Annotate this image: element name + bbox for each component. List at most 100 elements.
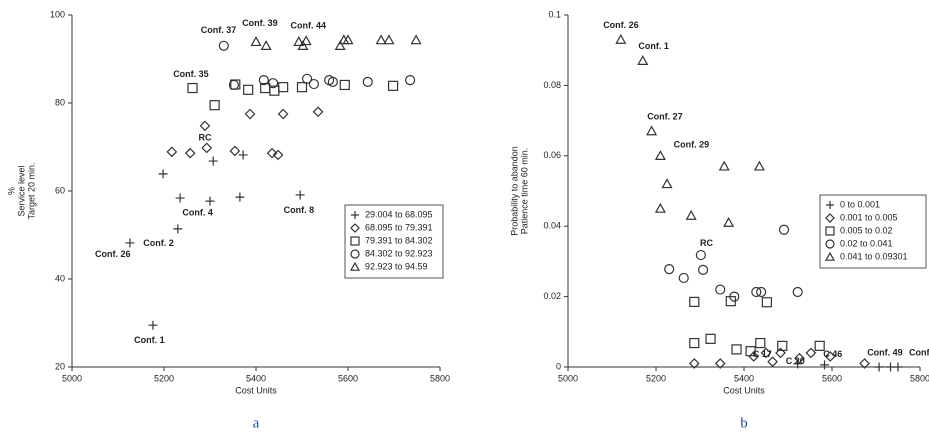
point bbox=[125, 238, 135, 248]
legend-marker bbox=[824, 251, 836, 261]
point bbox=[205, 196, 215, 206]
y-tick-label: 0 bbox=[556, 361, 561, 371]
annotation: Conf. 49 bbox=[867, 347, 903, 357]
y-tick-label: 0.02 bbox=[543, 291, 561, 301]
point bbox=[158, 169, 168, 179]
legend-label: 29.004 to 68.095 bbox=[365, 209, 433, 219]
point bbox=[775, 347, 786, 359]
point bbox=[244, 108, 256, 120]
point bbox=[745, 346, 756, 357]
point bbox=[228, 79, 240, 91]
legend-marker bbox=[350, 223, 360, 233]
point bbox=[777, 340, 788, 351]
legend-marker bbox=[825, 239, 835, 249]
legend-box bbox=[344, 204, 444, 279]
point bbox=[342, 34, 354, 45]
x-tick-label: 5400 bbox=[734, 373, 754, 383]
legend-label: 0.041 to 0.09301 bbox=[840, 251, 908, 261]
annotation: Conf. 26 bbox=[95, 249, 131, 259]
x-tick-label: 5800 bbox=[910, 373, 929, 383]
point bbox=[334, 40, 346, 50]
legend-marker bbox=[349, 261, 361, 271]
point bbox=[697, 264, 709, 275]
point bbox=[218, 40, 229, 51]
point bbox=[327, 76, 338, 87]
point bbox=[296, 82, 308, 93]
point bbox=[654, 202, 666, 213]
point bbox=[250, 36, 262, 47]
annotation: Conf. 26 bbox=[603, 20, 639, 30]
legend-marker bbox=[350, 236, 360, 246]
annotation: Conf. 37 bbox=[201, 25, 237, 35]
y-axis-label-line: Service level bbox=[16, 165, 26, 216]
legend-label: 68.095 to 79.391 bbox=[365, 222, 433, 232]
point bbox=[689, 296, 700, 307]
point bbox=[751, 286, 762, 298]
point bbox=[277, 108, 289, 120]
point bbox=[778, 224, 790, 235]
point bbox=[695, 249, 706, 261]
annotation: C 17 bbox=[753, 349, 772, 359]
point bbox=[173, 224, 183, 234]
annotation: C 46 bbox=[823, 349, 842, 359]
y-tick-label: 0.1 bbox=[548, 9, 561, 19]
point bbox=[761, 297, 772, 308]
point bbox=[308, 78, 320, 90]
x-tick-label: 5400 bbox=[246, 373, 266, 383]
x-tick-label: 5000 bbox=[558, 373, 578, 383]
point bbox=[148, 320, 158, 330]
point bbox=[685, 209, 697, 220]
annotation: RC bbox=[199, 133, 212, 143]
legend-label: 0.005 to 0.02 bbox=[840, 225, 893, 235]
point bbox=[410, 34, 422, 45]
point bbox=[383, 34, 395, 45]
legend-marker bbox=[351, 211, 359, 219]
y-axis-label-line: Probability to abandon bbox=[509, 146, 519, 236]
annotation: Conf. 1 bbox=[638, 41, 669, 51]
y-tick-label: 0.08 bbox=[543, 80, 561, 90]
point bbox=[715, 284, 726, 295]
x-tick-label: 5800 bbox=[430, 373, 450, 383]
annotation: C 20 bbox=[786, 356, 805, 366]
point bbox=[678, 272, 689, 284]
point bbox=[209, 100, 220, 111]
x-tick-label: 5200 bbox=[154, 373, 174, 383]
y-tick-label: 100 bbox=[50, 9, 65, 19]
x-axis-label: Cost Units bbox=[723, 385, 765, 395]
y-axis-label-line: % bbox=[6, 187, 16, 195]
point bbox=[723, 216, 735, 227]
annotation: Conf. 44 bbox=[291, 20, 327, 30]
point bbox=[375, 34, 387, 45]
point bbox=[301, 73, 313, 84]
point bbox=[661, 178, 673, 189]
legend-box bbox=[819, 194, 927, 269]
point bbox=[748, 351, 760, 362]
point bbox=[805, 347, 817, 359]
y-tick-label: 40 bbox=[55, 273, 65, 283]
y-tick-label: 0.04 bbox=[543, 221, 561, 231]
point bbox=[859, 358, 870, 369]
point bbox=[615, 33, 627, 44]
point bbox=[874, 362, 884, 372]
point bbox=[792, 286, 803, 298]
point bbox=[199, 120, 211, 132]
y-tick-label: 60 bbox=[55, 185, 65, 195]
y-axis-label-line: Patience time 60 min. bbox=[519, 148, 529, 235]
point bbox=[258, 75, 269, 86]
point bbox=[654, 150, 666, 160]
point bbox=[300, 35, 312, 46]
point bbox=[272, 149, 284, 161]
annotation: RC bbox=[700, 238, 713, 248]
legend-label: 0 to 0.001 bbox=[840, 199, 880, 209]
legend-label: 0.001 to 0.005 bbox=[840, 212, 898, 222]
point bbox=[208, 156, 218, 166]
annotation: Conf. 35 bbox=[173, 69, 209, 79]
x-axis-label: Cost Units bbox=[235, 385, 277, 395]
point bbox=[405, 75, 416, 86]
legend-label: 0.02 to 0.041 bbox=[840, 238, 893, 248]
point bbox=[339, 79, 350, 91]
point bbox=[387, 80, 399, 91]
x-tick-label: 5200 bbox=[646, 373, 666, 383]
x-tick-label: 5600 bbox=[338, 373, 358, 383]
point bbox=[229, 145, 241, 157]
